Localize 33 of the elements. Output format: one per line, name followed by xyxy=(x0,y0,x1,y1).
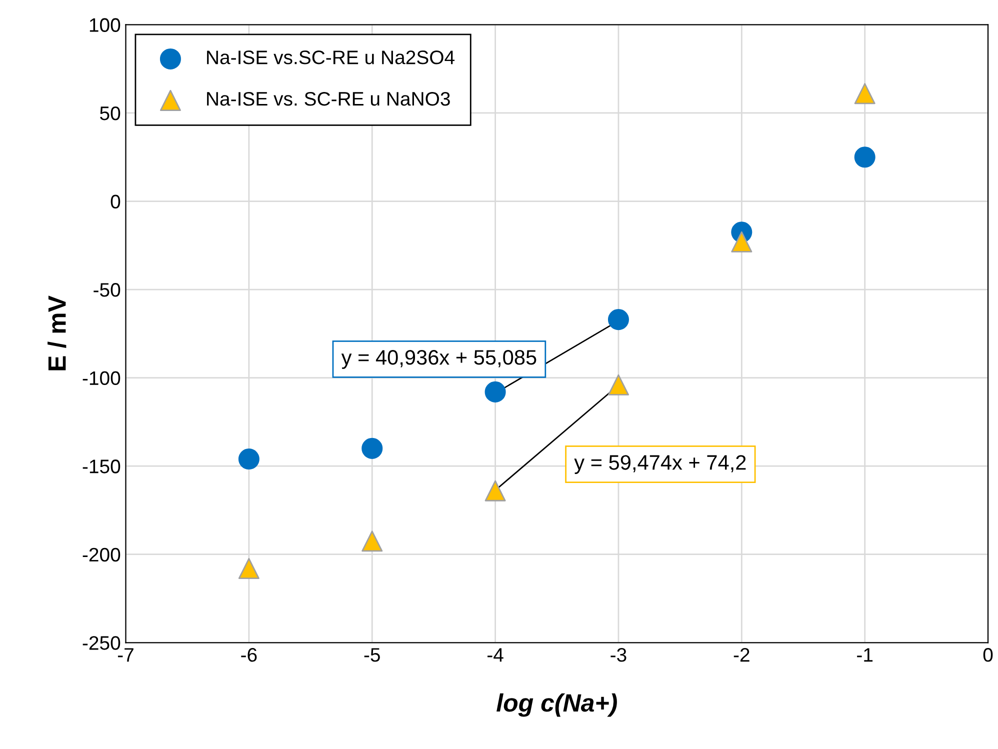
y-tick-label: -100 xyxy=(82,371,120,386)
point xyxy=(854,146,876,168)
x-tick-label: -7 xyxy=(118,648,134,662)
x-tick-label: -5 xyxy=(364,648,380,662)
y-tick-label: 0 xyxy=(110,194,120,209)
point xyxy=(731,231,752,252)
y-tick-label: 100 xyxy=(90,18,120,32)
y-tick-label: -250 xyxy=(82,636,120,650)
x-tick-label: 0 xyxy=(983,648,993,662)
point xyxy=(484,381,506,402)
point xyxy=(608,374,629,396)
point xyxy=(608,309,629,330)
y-tick-label: 50 xyxy=(100,106,120,120)
x-tick-label: -2 xyxy=(734,648,750,662)
point xyxy=(854,83,876,104)
x-tick-label: -6 xyxy=(241,648,257,662)
point xyxy=(238,448,260,470)
x-axis-title: log c(Na+) xyxy=(496,693,617,717)
x-tick-label: -1 xyxy=(857,648,873,662)
y-tick-label: -150 xyxy=(82,460,120,474)
annotation: y = 59,474x + 74,2 xyxy=(574,455,746,474)
y-tick-label: -50 xyxy=(94,283,120,297)
y-axis-title: E / mV xyxy=(48,296,66,370)
y-tick-label: -200 xyxy=(82,548,120,562)
x-tick-label: -3 xyxy=(610,648,626,662)
point xyxy=(238,558,260,580)
x-tick-label: -4 xyxy=(488,648,504,662)
legend-label: Na-ISE vs. SC-RE u NaNO3 xyxy=(207,92,450,106)
annotation: y = 40,936x + 55,085 xyxy=(341,350,536,369)
point xyxy=(362,438,383,459)
legend-label: Na-ISE vs.SC-RE u Na2SO4 xyxy=(207,50,455,64)
point xyxy=(484,480,506,502)
point xyxy=(362,530,383,552)
